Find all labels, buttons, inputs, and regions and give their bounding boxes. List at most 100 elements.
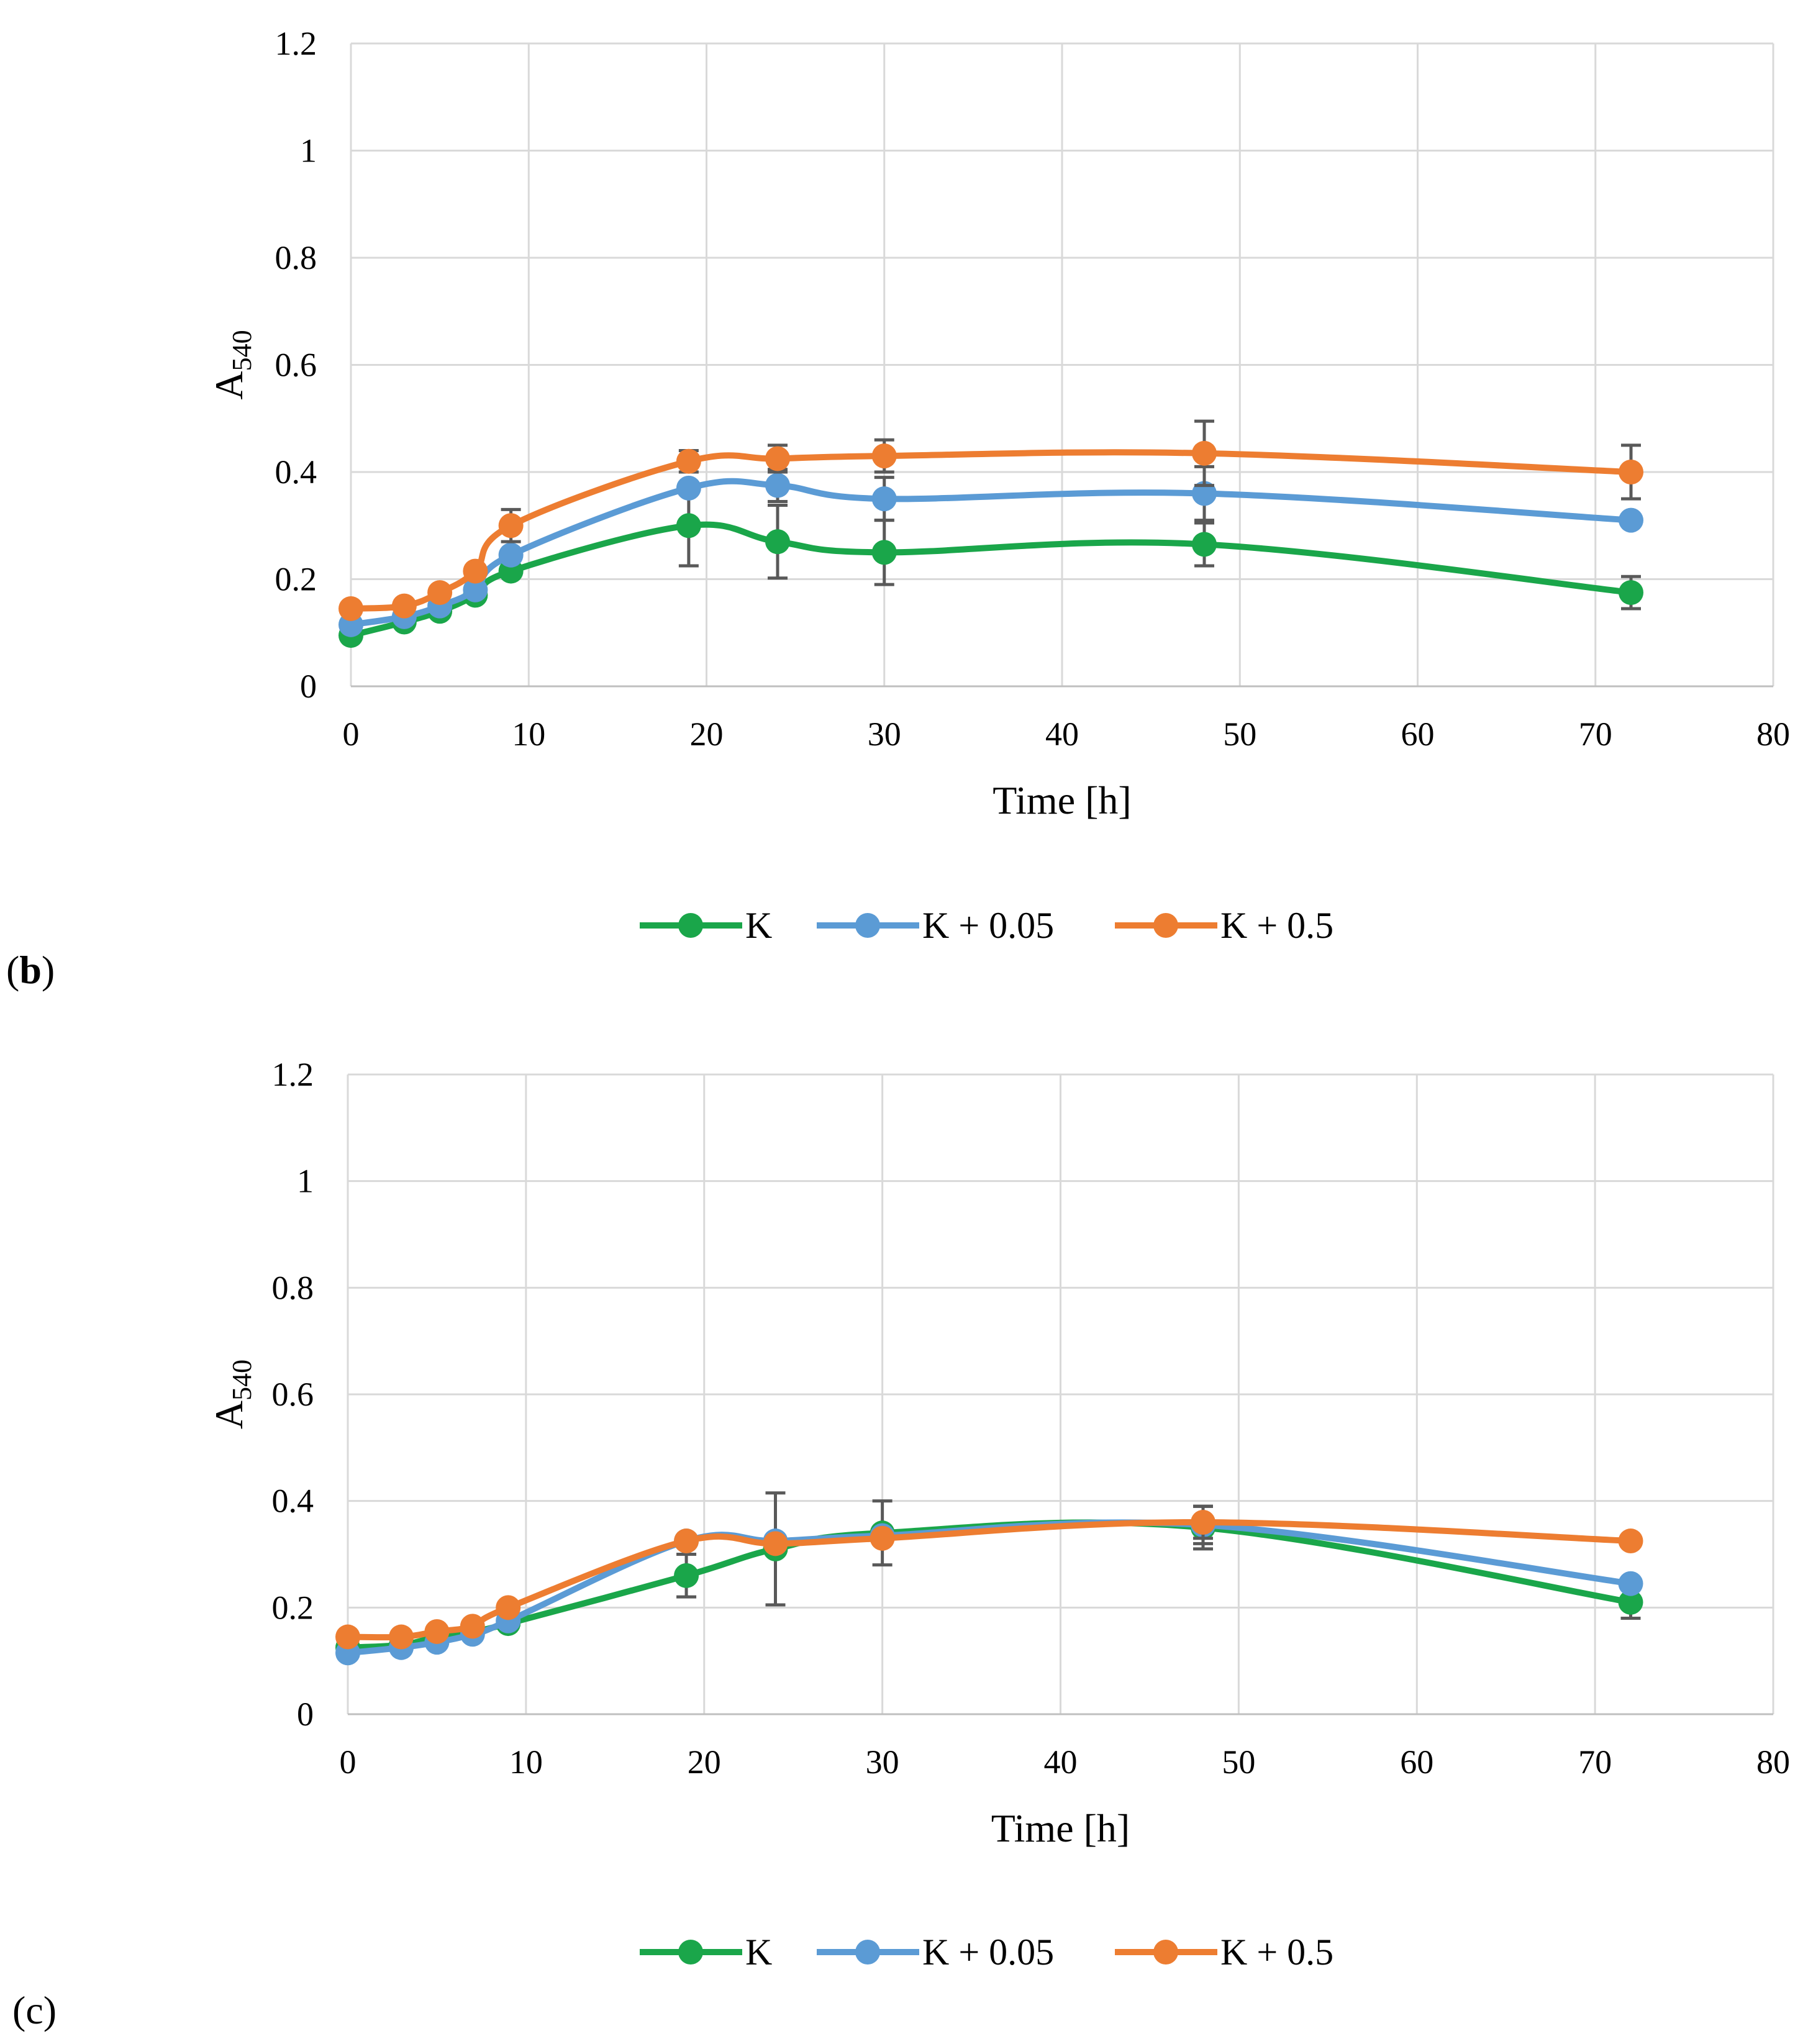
x-axis-title: Time [h] [991,1806,1130,1850]
data-point [463,577,488,602]
data-point [1192,440,1217,466]
data-point [1619,460,1643,484]
legend-swatch-marker [855,913,880,938]
data-point [424,1619,450,1644]
legend-item: K + 0.5 [1115,905,1333,946]
gridlines [347,1073,1774,1715]
gridlines [350,42,1774,688]
legend-item: K + 0.05 [817,1932,1054,1973]
data-point [498,542,524,568]
y-tick-label: 1 [297,1163,314,1200]
chart-panel-c: 0 10 20 30 40 50 60 70 80 0 0.2 0.4 0.6 0.8 1 1.2 Time [… [207,1056,1790,1973]
y-tick-label: 0 [297,1696,314,1733]
data-point [676,513,701,538]
x-tick-label: 60 [1401,715,1435,753]
data-point [1192,532,1217,557]
legend-item: K [640,905,772,946]
data-point [674,1528,699,1554]
y-tick-label: 1 [300,132,317,170]
x-tick-label: 30 [868,715,901,753]
data-point [674,1563,699,1588]
data-point [765,446,790,471]
x-tick-label: 20 [688,1743,721,1781]
x-tick-label: 50 [1222,1743,1255,1781]
series-line [345,1519,1634,1656]
y-tick-label: 0.2 [272,1589,314,1626]
series-line [348,478,1634,628]
data-point [1618,1571,1643,1596]
series-line [345,1519,1634,1641]
data-point [871,486,897,512]
data-point [765,529,790,555]
y-axis-title-subscript: 540 [227,1360,257,1401]
legend-swatch-marker [1153,913,1178,938]
y-tick-label: 0.2 [275,561,317,598]
x-tick-label: 70 [1578,1743,1612,1781]
y-tick-label: 0.8 [275,239,317,276]
y-tick-label: 0.6 [272,1376,314,1413]
x-tick-label: 40 [1044,1743,1078,1781]
x-tick-label: 30 [866,1743,899,1781]
x-tick-label: 80 [1756,1743,1790,1781]
data-point [871,540,897,565]
series-k-0-5 [335,1504,1643,1650]
legend-swatch-marker [678,1940,703,1965]
y-axis-title-subscript: 540 [227,330,257,371]
legend: K K + 0.05 K + 0.5 [640,905,1333,946]
x-tick-label: 0 [340,1743,357,1781]
panel-label-b: (b) [6,948,55,992]
data-point [1618,1528,1643,1554]
data-point [763,1531,788,1556]
chart-panel-b: 0 10 20 30 40 50 60 70 80 0 0.2 0.4 0.6 0.8 1 1.2 Time [… [207,25,1790,946]
x-axis-title: Time [h] [993,778,1131,822]
data-point [1191,1510,1215,1535]
legend-swatch-marker [1153,1940,1178,1965]
data-point [335,1624,360,1650]
data-point [338,596,363,621]
y-tick-label: 0.8 [272,1269,314,1306]
legend-label: K + 0.05 [922,1932,1054,1973]
y-axis-title-main: A [207,1401,251,1429]
x-tick-label: 60 [1400,1743,1433,1781]
legend-item: K + 0.5 [1115,1932,1333,1973]
series-k-0-5 [338,419,1643,621]
y-axis-title-main: A [207,371,251,399]
x-tick-label: 70 [1579,715,1612,753]
data-point [391,593,417,619]
data-point [871,443,897,469]
data-point [765,473,790,498]
series-line [348,449,1634,612]
y-tick-label: 0.6 [275,347,317,384]
legend-swatch-marker [855,1940,880,1965]
legend-label: K [745,1932,772,1973]
y-tick-label: 0.4 [275,453,317,491]
legend-label: K + 0.05 [922,905,1054,946]
data-point [498,513,524,538]
y-tick-label: 0 [300,668,317,705]
series-k [335,1491,1643,1660]
x-tick-label: 40 [1045,715,1079,753]
series-k-0-05 [338,465,1643,637]
y-tick-label: 1.2 [272,1056,314,1093]
legend-label: K + 0.5 [1220,905,1333,946]
data-point [1619,507,1643,533]
data-point [496,1595,521,1620]
data-point [1192,481,1217,506]
y-axis-title: A540 [207,1360,257,1429]
data-point [1619,580,1643,606]
data-point [463,558,488,584]
legend-item: K + 0.05 [817,905,1054,946]
data-point [676,475,701,501]
legend-label: K + 0.5 [1220,1932,1333,1973]
x-tick-label: 10 [509,1743,543,1781]
x-tick-label: 80 [1756,715,1790,753]
x-tick-label: 10 [512,715,545,753]
legend-label: K [745,905,772,946]
x-tick-label: 20 [690,715,724,753]
legend-swatch-marker [678,913,703,938]
x-tick-label: 50 [1223,715,1256,753]
data-point [676,448,701,474]
data-point [1618,1589,1643,1615]
data-point [460,1614,485,1639]
